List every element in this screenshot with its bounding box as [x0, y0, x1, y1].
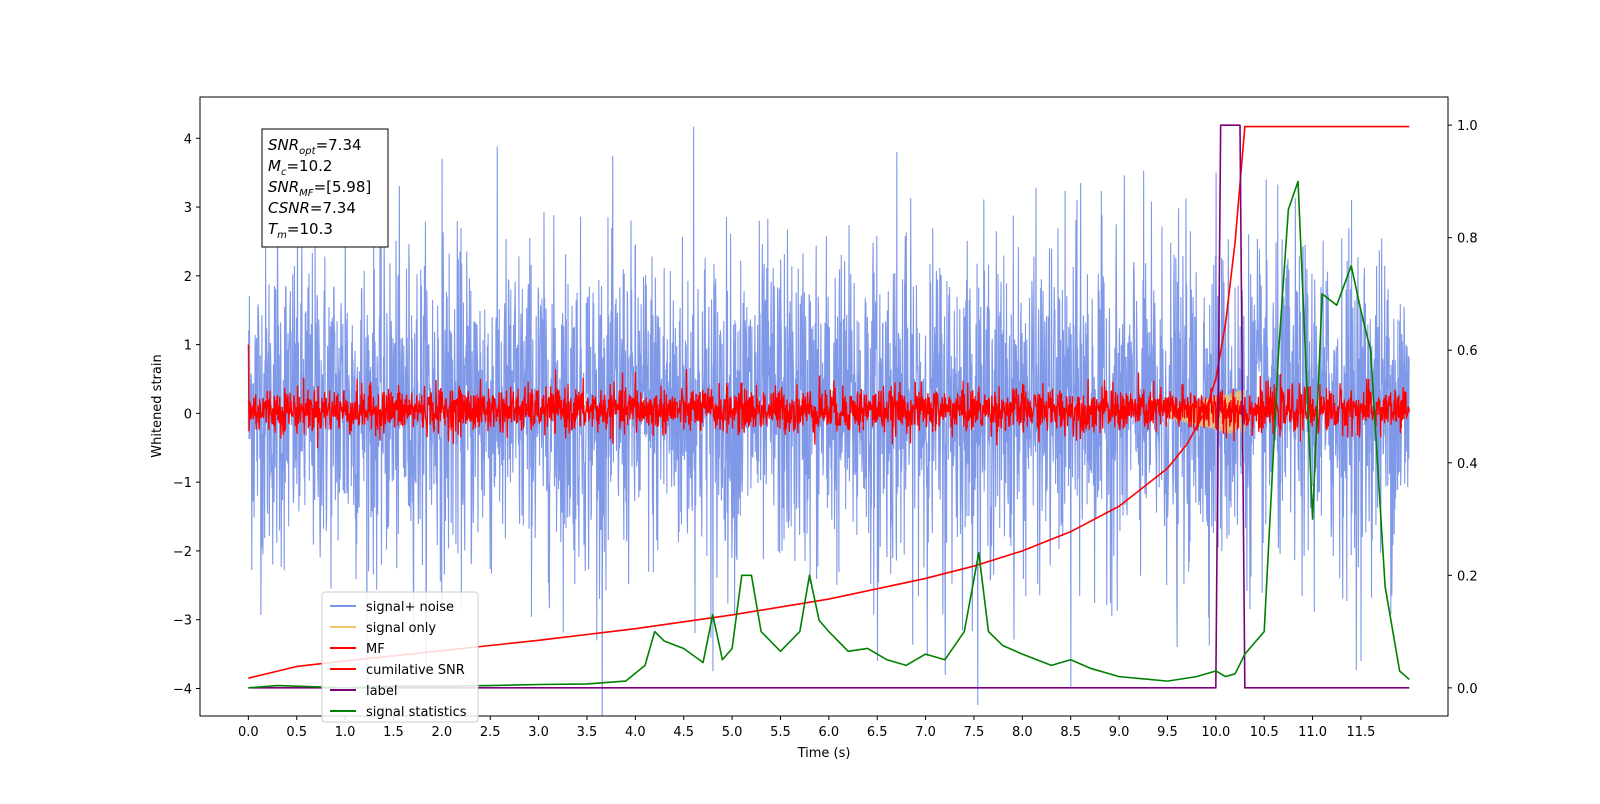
legend-label: cumilative SNR [366, 663, 465, 678]
series-signal-noise [247, 126, 1410, 716]
x-tick-label: 9.0 [1109, 725, 1130, 740]
series-layer [247, 124, 1410, 716]
x-tick-label: 8.5 [1060, 725, 1081, 740]
series-label [248, 124, 1410, 689]
x-tick-label: 5.0 [722, 725, 743, 740]
legend-label: signal statistics [366, 705, 467, 720]
info-symbol: SNR [268, 136, 299, 154]
series-cumilative-snr [248, 125, 1410, 679]
legend-label: MF [366, 642, 385, 657]
x-tick-label: 6.0 [818, 725, 839, 740]
info-line: SNRopt=7.34 [268, 136, 362, 157]
series-mf [247, 344, 1410, 449]
info-subscript: c [281, 167, 287, 178]
x-tick-label: 3.5 [577, 725, 598, 740]
info-symbol: M [268, 157, 281, 175]
y-tick-label: 0 [184, 407, 192, 422]
info-line: CSNR=7.34 [268, 199, 356, 217]
y-axis: −4 −3 −2 −1 0 1 2 3 4 [173, 132, 200, 697]
x-tick-label: 1.0 [335, 725, 356, 740]
info-subscript: MF [299, 188, 314, 199]
info-symbol: SNR [268, 178, 299, 196]
x-tick-label: 11.5 [1346, 725, 1375, 740]
y-axis-label: Whitened strain [150, 354, 165, 457]
x-axis-label: Time (s) [797, 746, 851, 761]
y-tick-label: −3 [173, 614, 192, 629]
y2-tick-label: 0.4 [1457, 457, 1478, 472]
info-subscript: m [277, 230, 287, 241]
legend-label: signal+ noise [366, 600, 454, 615]
plot-frame [199, 96, 1449, 717]
y2-tick-label: 1.0 [1457, 119, 1478, 134]
info-box-frame [261, 128, 389, 248]
y2-tick-label: 0.2 [1457, 569, 1478, 584]
y2-tick-label: 0.8 [1457, 232, 1478, 247]
x-tick-label: 2.0 [432, 725, 453, 740]
info-line: Mc=10.2 [268, 157, 332, 178]
y-tick-label: 3 [184, 201, 192, 216]
x-tick-label: 7.0 [915, 725, 936, 740]
legend-label: label [366, 684, 397, 699]
x-tick-label: 2.5 [480, 725, 501, 740]
info-value: =7.34 [310, 199, 356, 217]
y-tick-label: −1 [173, 476, 192, 491]
x-tick-label: 0.5 [286, 725, 307, 740]
info-line: Tm=10.3 [268, 220, 333, 241]
x-tick-label: 6.5 [867, 725, 888, 740]
x-tick-label: 11.0 [1298, 725, 1327, 740]
y-tick-label: 1 [184, 339, 192, 354]
y2-tick-label: 0.0 [1457, 682, 1478, 697]
info-line: SNRMF=[5.98] [268, 178, 371, 199]
y-tick-label: −4 [173, 682, 192, 697]
y-tick-label: 2 [184, 270, 192, 285]
series-signal-statistics [248, 180, 1410, 689]
y-tick-label: 4 [184, 132, 192, 147]
x-tick-label: 10.0 [1201, 725, 1230, 740]
info-symbol: T [268, 220, 279, 238]
x-tick-label: 0.0 [238, 725, 259, 740]
info-subscript: opt [299, 146, 316, 157]
x-tick-label: 3.0 [528, 725, 549, 740]
x-tick-label: 7.5 [964, 725, 985, 740]
y2-tick-label: 0.6 [1457, 344, 1478, 359]
legend-frame [321, 591, 479, 723]
x-tick-label: 5.5 [770, 725, 791, 740]
info-symbol: CSNR [268, 199, 310, 217]
x-tick-label: 8.0 [1012, 725, 1033, 740]
info-value: =[5.98] [314, 178, 372, 196]
y2-axis-right: 0.0 0.2 0.4 0.6 0.8 1.0 [1448, 119, 1478, 697]
x-tick-label: 9.5 [1157, 725, 1178, 740]
y-tick-label: −2 [173, 545, 192, 560]
x-tick-label: 10.5 [1250, 725, 1279, 740]
x-tick-label: 4.5 [673, 725, 694, 740]
info-value: =7.34 [316, 136, 362, 154]
legend-label: signal only [366, 621, 436, 636]
info-box: SNRopt=7.34Mc=10.2SNRMF=[5.98]CSNR=7.34T… [261, 128, 389, 248]
info-value: =10.3 [287, 220, 333, 238]
x-axis: 0.0 0.5 1.0 1.5 2.0 2.5 3.0 3.5 4.0 4.5 5.0 5.5 6.0 6… [238, 716, 1375, 740]
info-value: =10.2 [286, 157, 332, 175]
x-tick-label: 4.0 [625, 725, 646, 740]
legend: signal+ noise signal only MF cumilative SNR… [321, 591, 479, 723]
x-tick-label: 1.5 [383, 725, 404, 740]
